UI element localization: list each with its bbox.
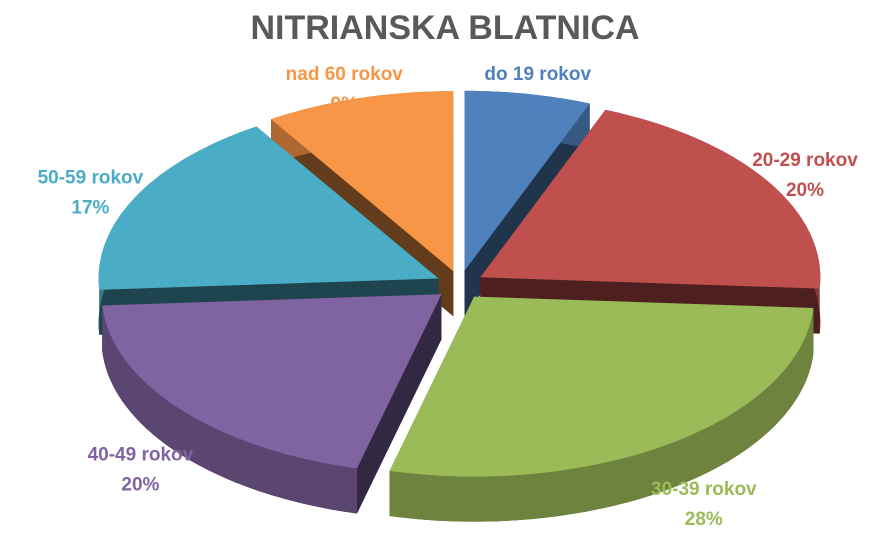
- slice: [389, 296, 814, 522]
- slice-value-label: 20%: [121, 474, 159, 495]
- slice-label: nad 60 rokov: [286, 64, 404, 85]
- slice: [102, 294, 442, 469]
- slice-label: 30-39 rokov: [651, 479, 757, 500]
- slice-side: [102, 305, 357, 514]
- slice: [389, 296, 814, 477]
- slice: [102, 294, 442, 514]
- slice: [480, 109, 821, 289]
- slice-value-label: 9%: [331, 94, 359, 115]
- slice-label: 50-59 rokov: [38, 168, 144, 189]
- slice: [271, 91, 454, 272]
- slice-value-label: 17%: [71, 198, 109, 219]
- slice-wall: [357, 294, 442, 514]
- slice-value-label: 20%: [786, 180, 824, 201]
- slice-label: do 19 rokov: [484, 64, 591, 85]
- slice-value-label: 28%: [685, 509, 723, 530]
- slice-label: 20-29 rokov: [752, 150, 858, 171]
- slice-value-label: 6%: [524, 94, 552, 115]
- slice: [98, 126, 439, 290]
- slice-label: 40-49 rokov: [88, 444, 194, 465]
- chart-title: NITRIANSKA BLATNICA: [250, 9, 639, 47]
- slice: [464, 90, 590, 271]
- slice-side: [389, 308, 814, 522]
